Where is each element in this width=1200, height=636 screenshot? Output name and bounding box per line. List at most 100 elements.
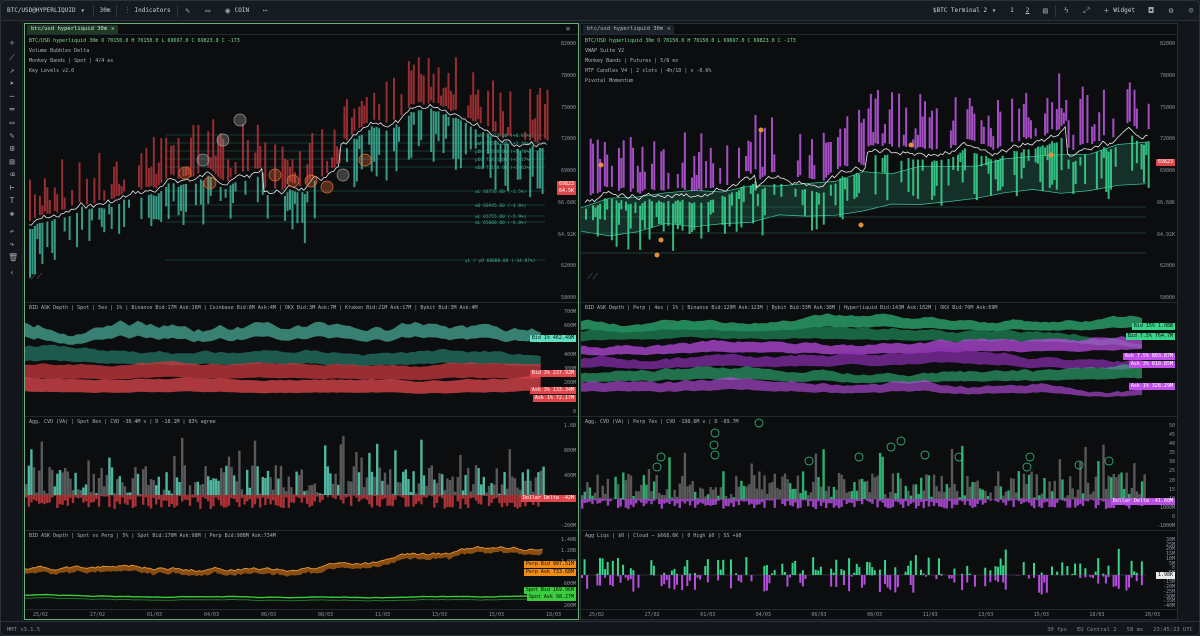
liq-axis[interactable]: 30M25M20M15M10M5M0-5M-10M-15M-20M-25M-30… [1149, 531, 1177, 611]
trendline-icon[interactable]: ⟋ [9, 53, 15, 62]
liquidations-panel[interactable]: Agg Liqs | $0 | Cloud → $668.6K | 0 High… [581, 530, 1177, 610]
depth-panel[interactable]: BID ASK Depth | Perp | 4ex | 1% | Binanc… [581, 302, 1177, 416]
camera-button[interactable]: ◘ [1141, 1, 1161, 21]
add-tab-icon[interactable]: ✕ [565, 24, 571, 33]
cvd-bar [357, 472, 361, 495]
time-axis[interactable]: 25/02 27/02 01/03 04/03 06/03 08/03 11/03 13/03… [581, 609, 1177, 619]
cvd-bar [438, 473, 441, 495]
fullscreen-button[interactable]: ⤢ [1076, 1, 1096, 21]
sell-volume-bar [217, 136, 220, 177]
indicator-legend[interactable]: Volume Bubbles Delta [29, 48, 90, 54]
cvd-bar [871, 499, 874, 504]
price-panel[interactable]: BTC/USD hyperliquid 30m O 70150.0 H 7015… [25, 34, 578, 302]
sell-volume-bar [761, 166, 764, 178]
collapse-icon[interactable]: ‹ [9, 268, 15, 277]
cvd-bar [619, 498, 622, 499]
coin-button[interactable]: ◉ COIN [218, 1, 255, 21]
cvd-bar [487, 495, 491, 507]
eraser-icon[interactable]: ⌫ [9, 170, 15, 179]
cvd-bar [53, 495, 56, 496]
depth-band [581, 322, 1142, 348]
layers-icon[interactable]: ◈ [9, 209, 15, 218]
cvd-bar [848, 491, 851, 499]
add-widget-button[interactable]: + Widget [1096, 1, 1141, 21]
lightning-button[interactable]: ϟ [1056, 1, 1076, 21]
rectangle-icon[interactable]: ▭ [9, 118, 15, 127]
close-icon[interactable]: ✕ [667, 26, 671, 32]
long-liq-bar [966, 565, 969, 575]
cvd-bar [1068, 476, 1072, 499]
hline-icon[interactable]: ─ [9, 92, 15, 101]
long-liq-bar [773, 570, 776, 575]
indicator-legend[interactable]: VWAP Suite V2 [585, 48, 625, 54]
note-icon[interactable]: ▤ [9, 157, 15, 166]
cvd-panel[interactable]: Agg. CVD (VA) | Perp 7ex | CVD -198.6M v… [581, 416, 1177, 530]
long-liq-bar [1140, 561, 1143, 575]
time-axis[interactable]: 25/02 27/02 01/03 04/03 06/03 08/03 11/03 13/03… [25, 609, 578, 619]
long-liq-bar [1033, 563, 1035, 575]
axis-tick-label: 72000 [560, 136, 576, 143]
page-2-button[interactable]: 2 [1020, 1, 1036, 21]
cvd-bar [485, 492, 488, 495]
chart-pane-left[interactable]: btc/usd hyperliquid 30m ✕ ✕ BTC/USD hype… [24, 23, 579, 620]
undo-icon[interactable]: ↶ [9, 227, 15, 236]
indicator-legend[interactable]: Monkey Bands | Spot | 4/4 ex [29, 58, 114, 64]
crosshair-icon[interactable]: ✛ [9, 38, 15, 47]
pane-tab[interactable]: btc/usd hyperliquid 30m ✕ [27, 24, 119, 34]
price-axis[interactable]: 82000 78000 75000 72000 69000 66.68K 64.92K 620… [550, 35, 578, 303]
indicator-legend[interactable]: HTF Candles V4 | 2 slots | 4h/1D | v -0.… [585, 68, 712, 74]
buy-volume-bar [655, 202, 658, 218]
cvd-bar [134, 467, 137, 495]
symbol-selector[interactable]: BTC/USD@HYPERLIQUID ▾ [1, 1, 93, 21]
hbar-icon[interactable]: ═ [9, 105, 15, 114]
arrow-icon[interactable]: ➤ [9, 79, 15, 88]
cvd-bar [984, 490, 987, 499]
buy-volume-bar [773, 184, 776, 195]
cvd-bar [884, 499, 887, 507]
more-button[interactable]: ⋯ [255, 1, 275, 21]
depth-chart [25, 320, 541, 394]
sell-volume-bar [676, 173, 679, 189]
measure-icon[interactable]: ⊢ [9, 183, 15, 192]
cvd-bar [973, 499, 977, 507]
price-axis[interactable]: 82000 78000 75000 72000 69000 66.68K 64.92K 620… [1149, 35, 1177, 303]
indicators-button[interactable]: ⫶ Indicators [117, 1, 176, 21]
page-1-button[interactable]: 1 [1004, 1, 1020, 21]
spot-perp-panel[interactable]: BID ASK Depth | Spot vs Perp | 5% | Spot… [25, 530, 578, 610]
ray-icon[interactable]: ↗ [9, 66, 15, 75]
cvd-axis[interactable]: 1.6B800M400M0-200M [550, 417, 578, 531]
pane-tab[interactable]: btc/usd hyperliquid 30m ✕ [583, 24, 675, 34]
terminal-selector[interactable]: $BTC Terminal 2 ▾ [927, 1, 1004, 21]
user-button[interactable]: ☺ [1181, 1, 1199, 21]
layout-button[interactable]: ▤ [1035, 1, 1055, 21]
short-liq-bar [1128, 575, 1131, 588]
buy-volume-bar [1020, 152, 1023, 179]
price-panel[interactable]: BTC/USD hyperliquid 30m O 70150.0 H 7015… [581, 34, 1177, 302]
cvd-bar [791, 489, 794, 499]
depth-panel[interactable]: BID ASK Depth | Spot | 5ex | 1% | Binanc… [25, 302, 578, 416]
indicator-legend[interactable]: Key Levels v2.0 [29, 68, 75, 74]
chart-pane-right[interactable]: btc/usd hyperliquid 30m ✕ BTC/USD hyperl… [580, 23, 1178, 620]
folder-button[interactable]: ▭ [198, 1, 218, 21]
timeframe-selector[interactable]: 30m [94, 1, 117, 21]
buy-volume-bar [123, 199, 126, 228]
text-icon[interactable]: T [9, 196, 15, 205]
sell-volume-bar [1126, 89, 1129, 124]
cvd-bar [64, 467, 67, 495]
gear-button[interactable]: ⚙ [1161, 1, 1181, 21]
region-selector[interactable]: EU Central 2 [1076, 626, 1117, 633]
cvd-axis[interactable]: 5045403530252015101000M0-1000M [1149, 417, 1177, 531]
close-icon[interactable]: ✕ [111, 26, 115, 32]
sell-volume-bar [709, 147, 712, 189]
cvd-bar [175, 495, 179, 506]
brush-icon[interactable]: ✎ [9, 131, 15, 140]
cvd-bar [165, 472, 168, 495]
cvd-bar [25, 495, 28, 498]
redo-icon[interactable]: ↷ [9, 240, 15, 249]
indicator-legend[interactable]: Monkey Bands | Futures | 5/8 ex [585, 58, 679, 64]
draw-button[interactable]: ✎ [178, 1, 198, 21]
indicator-legend[interactable]: Pivotal Momentum [585, 78, 634, 84]
trash-icon[interactable]: 🗑 [8, 253, 19, 262]
cvd-panel[interactable]: Agg. CVD (VA) | Spot 8ex | CVD -38.4M v … [25, 416, 578, 530]
ruler-icon[interactable]: ⊞ [9, 144, 15, 153]
